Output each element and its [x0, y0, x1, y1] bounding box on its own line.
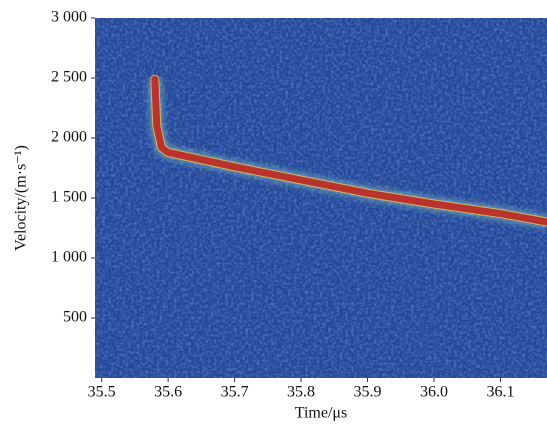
y-tick-label: 1 500 [51, 189, 87, 206]
y-tick-label: 3 000 [51, 9, 87, 26]
x-tick-label: 36.1 [486, 384, 514, 401]
y-axis-title: Velocity/(m·s⁻¹) [13, 145, 30, 251]
y-tick-label: 1 000 [51, 249, 87, 266]
x-tick-label: 35.8 [287, 384, 315, 401]
y-tick-label: 500 [63, 309, 87, 326]
x-tick-label: 35.5 [88, 384, 116, 401]
x-tick-label: 35.9 [354, 384, 382, 401]
y-tick-label: 2 500 [51, 69, 87, 86]
x-axis-title: Time/μs [295, 405, 347, 422]
x-tick-label: 36.0 [420, 384, 448, 401]
x-tick-label: 35.7 [221, 384, 249, 401]
x-tick-label: 35.6 [154, 384, 182, 401]
trace [151, 75, 547, 226]
y-tick-label: 2 000 [51, 129, 87, 146]
noise-texture [95, 18, 547, 378]
